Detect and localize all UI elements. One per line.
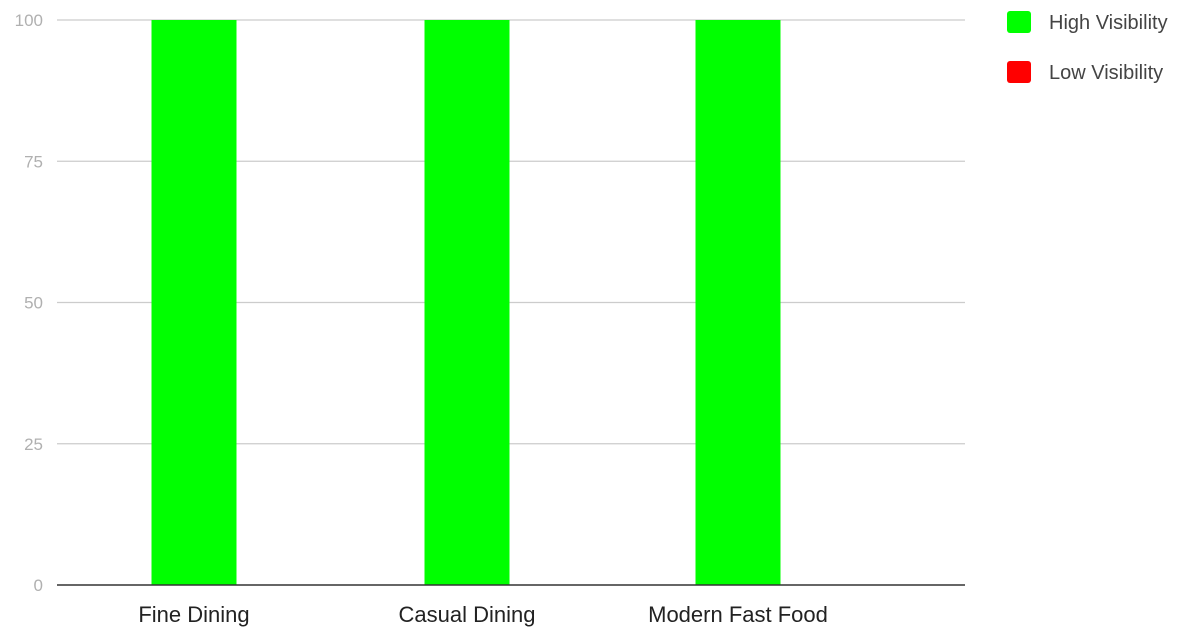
x-tick-label: Casual Dining: [399, 602, 536, 627]
y-tick-labels: 0 25 50 75 100: [15, 11, 43, 595]
legend-label: High Visibility: [1049, 12, 1168, 34]
legend: High Visibility Low Visibility: [1007, 11, 1168, 84]
y-tick-label: 0: [34, 576, 43, 595]
legend-swatch: [1007, 61, 1031, 83]
bar-high-visibility: [695, 20, 781, 585]
y-tick-label: 25: [24, 435, 43, 454]
y-tick-label: 75: [24, 152, 43, 171]
bar-high-visibility: [424, 20, 510, 585]
x-tick-label: Modern Fast Food: [648, 602, 828, 627]
y-tick-label: 100: [15, 11, 43, 30]
x-tick-labels: Fine Dining Casual Dining Modern Fast Food: [138, 602, 828, 627]
bar-high-visibility: [151, 20, 237, 585]
bars: [151, 20, 781, 585]
x-tick-label: Fine Dining: [138, 602, 249, 627]
y-tick-label: 50: [24, 294, 43, 313]
legend-label: Low Visibility: [1049, 62, 1163, 84]
legend-swatch: [1007, 11, 1031, 33]
